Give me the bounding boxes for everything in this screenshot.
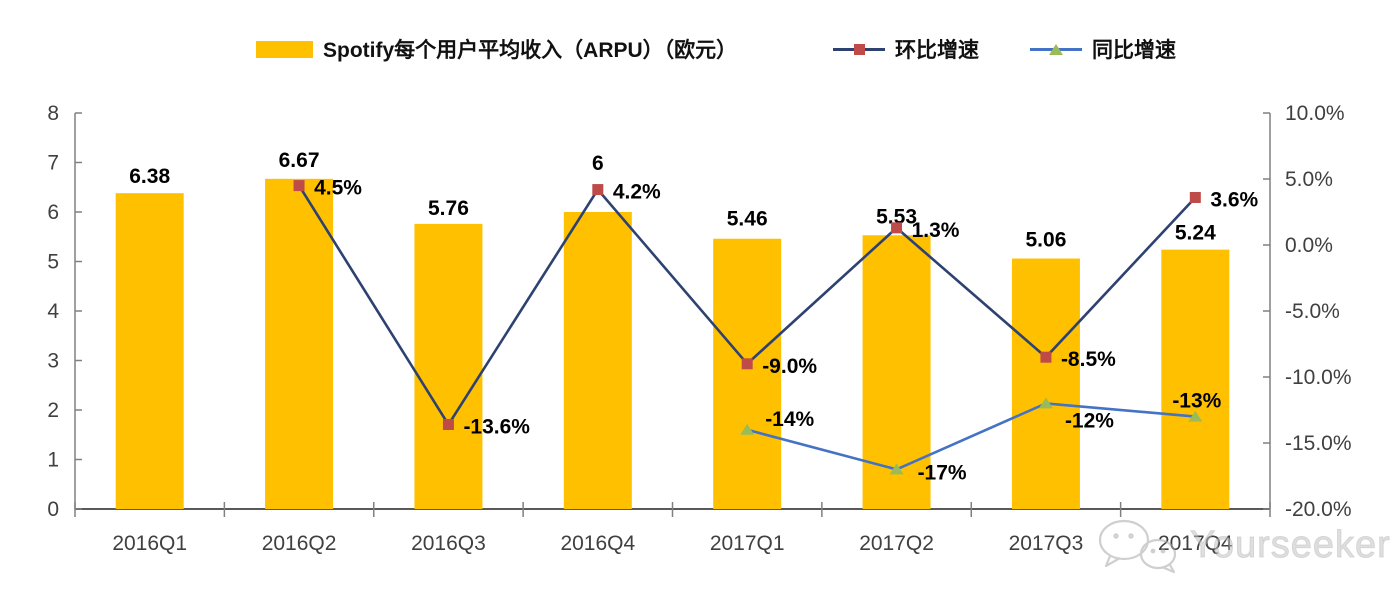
legend-label-arpu: Spotify每个用户平均收入（ARPU）（欧元） xyxy=(323,39,738,62)
line-square-swatch-icon xyxy=(833,42,885,56)
bar-2017Q4 xyxy=(1161,249,1230,509)
square-marker xyxy=(741,358,753,370)
point-label: 4.5% xyxy=(314,177,362,200)
bar-label: 5.24 xyxy=(1175,222,1216,245)
line-triangle-swatch-icon xyxy=(1030,42,1082,56)
square-marker xyxy=(442,419,454,431)
right-axis-label: 0.0% xyxy=(1285,234,1333,257)
bar-label: 5.53 xyxy=(876,205,917,228)
bar-2017Q1 xyxy=(713,238,782,510)
point-label: -13.6% xyxy=(463,416,530,439)
bar-swatch-icon xyxy=(256,40,313,58)
triangle-marker xyxy=(1188,410,1203,422)
left-axis-label: 6 xyxy=(47,201,59,224)
right-axis-label: -10.0% xyxy=(1285,366,1352,389)
line-同比增速 xyxy=(746,402,1196,471)
point-label: -14% xyxy=(765,408,814,431)
x-axis-label: 2016Q3 xyxy=(411,532,486,555)
bar-label: 6 xyxy=(592,152,604,175)
x-axis-label: 2017Q2 xyxy=(859,532,934,555)
bar-2017Q3 xyxy=(1011,258,1080,509)
legend-label-yoy: 同比增速 xyxy=(1092,39,1176,62)
point-label: -17% xyxy=(918,461,967,484)
point-label: -8.5% xyxy=(1061,348,1116,371)
bar-label: 5.76 xyxy=(428,197,469,220)
x-axis-label: 2016Q4 xyxy=(560,532,635,555)
bar-2016Q4 xyxy=(563,212,632,509)
point-label: 3.6% xyxy=(1210,188,1258,211)
triangle-marker xyxy=(889,463,904,475)
left-axis-label: 4 xyxy=(47,300,59,323)
point-label: -13% xyxy=(1172,390,1221,413)
legend-label-qoq: 环比增速 xyxy=(895,39,979,62)
x-axis-label: 2017Q3 xyxy=(1009,532,1084,555)
left-axis-label: 1 xyxy=(47,449,59,472)
square-marker xyxy=(293,180,305,192)
bar-2016Q2 xyxy=(265,178,334,509)
point-label: -9.0% xyxy=(762,355,817,378)
x-axis-label: 2017Q1 xyxy=(710,532,785,555)
bar-2016Q1 xyxy=(115,193,184,509)
point-label: -12% xyxy=(1065,409,1114,432)
point-label: 4.2% xyxy=(613,181,661,204)
right-axis-label: 10.0% xyxy=(1285,102,1345,125)
left-axis-label: 7 xyxy=(47,152,59,175)
legend-item-qoq: 环比增速 xyxy=(833,34,979,64)
square-marker xyxy=(1189,191,1201,203)
left-axis-label: 3 xyxy=(47,350,59,373)
right-axis-label: -5.0% xyxy=(1285,300,1340,323)
legend-item-arpu: Spotify每个用户平均收入（ARPU）（欧元） xyxy=(256,34,737,64)
bar-2016Q3 xyxy=(414,223,483,509)
left-axis-label: 2 xyxy=(47,399,59,422)
triangle-marker xyxy=(740,423,755,435)
right-axis-label: -20.0% xyxy=(1285,498,1352,521)
left-axis-label: 8 xyxy=(47,102,59,125)
bar-label: 6.38 xyxy=(129,165,170,188)
left-axis-label: 0 xyxy=(47,498,59,521)
right-axis-label: 5.0% xyxy=(1285,168,1333,191)
square-marker xyxy=(592,184,604,196)
square-marker xyxy=(891,222,903,234)
bar-label: 6.67 xyxy=(279,149,320,172)
left-axis-label: 5 xyxy=(47,251,59,274)
x-axis-label: 2017Q4 xyxy=(1158,532,1233,555)
x-axis-label: 2016Q1 xyxy=(112,532,187,555)
bar-label: 5.46 xyxy=(727,208,768,231)
right-axis-label: -15.0% xyxy=(1285,432,1352,455)
triangle-marker xyxy=(1038,397,1053,409)
bar-label: 5.06 xyxy=(1026,229,1067,252)
square-marker xyxy=(1040,351,1052,363)
point-label: 1.3% xyxy=(912,219,960,242)
legend-item-yoy: 同比增速 xyxy=(1030,34,1176,64)
x-axis-label: 2016Q2 xyxy=(262,532,337,555)
